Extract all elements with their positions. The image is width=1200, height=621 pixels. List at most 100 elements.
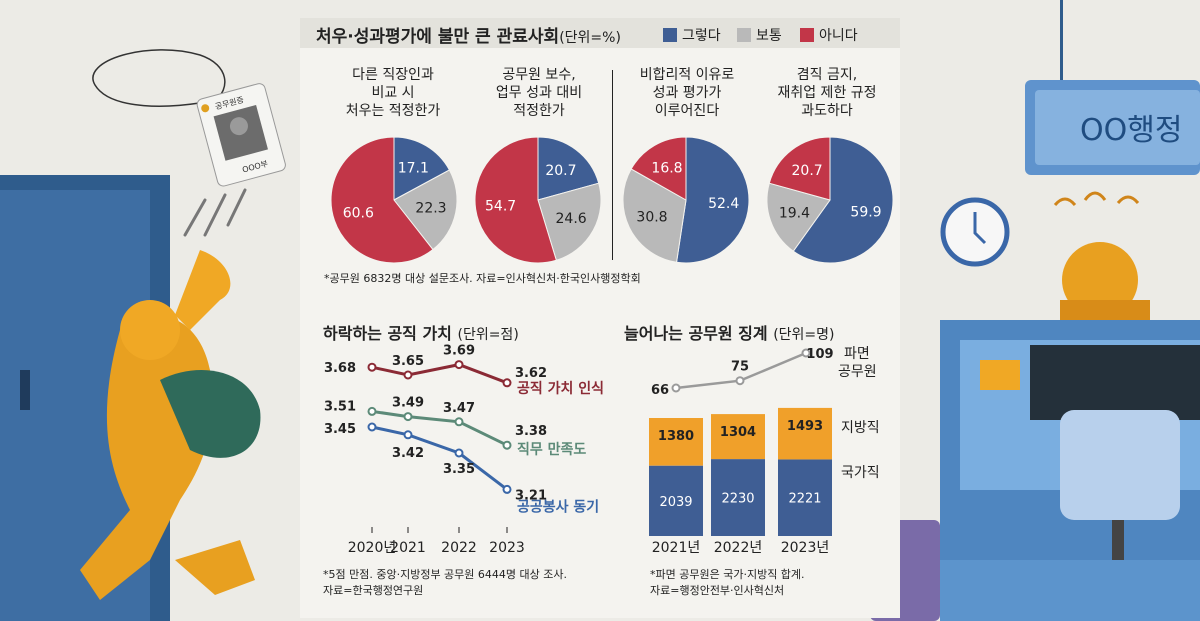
- pie-3-slice-neutral: [622, 168, 687, 263]
- legend-item-neutral: 보통: [737, 25, 782, 45]
- bar-label-national: 2230: [721, 492, 754, 507]
- pie-1-label-neutral: 22.3: [415, 201, 446, 217]
- data-label: 3.68: [324, 361, 356, 376]
- pie-4-label-neutral: 19.4: [779, 206, 810, 222]
- pie-3-label-neutral: 30.8: [636, 210, 667, 226]
- office-sign-illustration: [1025, 0, 1200, 175]
- dismissed-point: [801, 348, 811, 358]
- series-label-local: 지방직: [841, 420, 880, 436]
- bar-label-national: 2221: [788, 492, 821, 507]
- data-label: 3.62: [515, 366, 547, 381]
- data-label: 3.65: [392, 354, 424, 369]
- desk-cubicle-illustration: [940, 320, 1200, 621]
- pie-3-label-no: 16.8: [651, 160, 682, 176]
- bar-chart-note: *파면 공무원은 국가·지방직 합계. 자료=행정안전부·인사혁신처: [650, 567, 805, 599]
- category-label: 2021년: [652, 540, 701, 556]
- series-name-label: 공직 가치 인식: [517, 380, 604, 397]
- pie-question-line: 공무원 보수,: [502, 67, 576, 83]
- data-label: 3.35: [443, 462, 475, 477]
- data-label: 3.69: [443, 344, 475, 359]
- data-point: [454, 360, 464, 370]
- data-label: 3.51: [324, 399, 356, 414]
- pie-question-2: 공무원 보수, 업무 성과 대비 적정한가: [474, 66, 604, 120]
- data-point: [403, 370, 413, 380]
- pie-question-1: 다른 직장인과 비교 시 처우는 적정한가: [328, 66, 458, 120]
- bar-chart-unit: (단위=명): [773, 327, 835, 343]
- pie-1-label-yes: 17.1: [398, 161, 429, 177]
- x-tick-label: 2023: [489, 540, 525, 556]
- badge-lanyard: [92, 49, 226, 107]
- data-point: [454, 448, 464, 458]
- id-badge-illustration: [196, 83, 286, 187]
- pie-question-line: 과도하다: [801, 103, 853, 119]
- pie-2-label-no: 54.7: [485, 199, 516, 215]
- pie-2-slice-neutral: [537, 182, 602, 261]
- category-label: 2022년: [714, 540, 763, 556]
- running-person-illustration: [80, 250, 261, 600]
- line-chart-unit: (단위=점): [457, 327, 519, 343]
- pie-2-slice-no: [474, 136, 557, 264]
- bar-national: [778, 459, 832, 536]
- pie-question-line: 비합리적 이유로: [639, 67, 735, 83]
- x-tick-label: 2022: [441, 540, 477, 556]
- pie-2-slice-yes: [537, 136, 600, 201]
- pie-3-slice-yes: [675, 136, 750, 264]
- office-sign-text: OO행정: [1080, 113, 1182, 148]
- x-tick-label: 2020년: [348, 540, 397, 556]
- pie-3-label-yes: 52.4: [708, 196, 739, 212]
- main-title: 처우·성과평가에 불만 큰 관료사회(단위=%): [316, 22, 621, 47]
- series-name-label: 공공봉사 동기: [517, 499, 599, 515]
- bar-local: [649, 418, 703, 466]
- line-chart-note-line: *5점 만점. 중앙·지방정부 공무원 6444명 대상 조사.: [323, 568, 568, 581]
- pie-4-label-no: 20.7: [792, 163, 823, 179]
- legend-label-no: 아니다: [819, 28, 858, 44]
- pie-question-3: 비합리적 이유로 성과 평가가 이루어진다: [622, 66, 752, 120]
- dismissed-series-label: 파면: [844, 346, 870, 362]
- data-point: [502, 440, 512, 450]
- data-point: [454, 417, 464, 427]
- legend-item-no: 아니다: [800, 25, 858, 45]
- data-point: [502, 484, 512, 494]
- pie-4-slice-no: [768, 136, 831, 201]
- pie-4-slice-neutral: [766, 182, 831, 252]
- bar-label-local: 1493: [787, 419, 823, 434]
- line-chart-note-line: 자료=한국행정연구원: [323, 584, 424, 597]
- pie-question-line: 재취업 제한 규정: [777, 85, 877, 101]
- main-title-text: 처우·성과평가에 불만 큰 관료사회: [316, 27, 560, 47]
- bar-chart-note-line: 자료=행정안전부·인사혁신처: [650, 584, 785, 597]
- legend-swatch-neutral: [737, 28, 751, 42]
- data-point: [367, 422, 377, 432]
- dismissed-label: 109: [806, 347, 833, 362]
- bar-label-national: 2039: [659, 495, 692, 510]
- pie-1-slice-yes: [393, 136, 451, 201]
- bar-local: [711, 414, 765, 460]
- legend-swatch-yes: [663, 28, 677, 42]
- series-name-label: 직무 만족도: [517, 441, 586, 458]
- line-chart-title-text: 하락하는 공직 가치: [323, 324, 452, 343]
- dismissed-point: [671, 383, 681, 393]
- motion-lines: [183, 188, 247, 237]
- data-point: [403, 430, 413, 440]
- pie-1-label-no: 60.6: [343, 205, 374, 221]
- pie-1-slice-no: [330, 136, 434, 264]
- legend-label-yes: 그렇다: [682, 28, 721, 44]
- pie-question-line: 다른 직장인과: [352, 67, 434, 83]
- pie-2-label-neutral: 24.6: [556, 211, 587, 227]
- pie-4-slice-yes: [792, 136, 894, 264]
- legend-swatch-no: [800, 28, 814, 42]
- pie-1-slice-neutral: [393, 169, 458, 251]
- bar-national: [711, 459, 765, 536]
- legend-item-yes: 그렇다: [663, 25, 721, 45]
- pie-question-line: 업무 성과 대비: [495, 85, 583, 101]
- pie-source-note: *공무원 6832명 대상 설문조사. 자료=인사혁신처·한국인사행정학회: [324, 272, 641, 285]
- data-label: 3.21: [515, 488, 547, 503]
- data-point: [502, 378, 512, 388]
- bar-chart-title: 늘어나는 공무원 징계 (단위=명): [624, 320, 835, 344]
- data-point: [403, 412, 413, 422]
- pie-question-line: 적정한가: [513, 103, 565, 119]
- bar-national: [649, 465, 703, 536]
- series-label-national: 국가직: [841, 465, 880, 481]
- pie-question-line: 처우는 적정한가: [345, 103, 441, 119]
